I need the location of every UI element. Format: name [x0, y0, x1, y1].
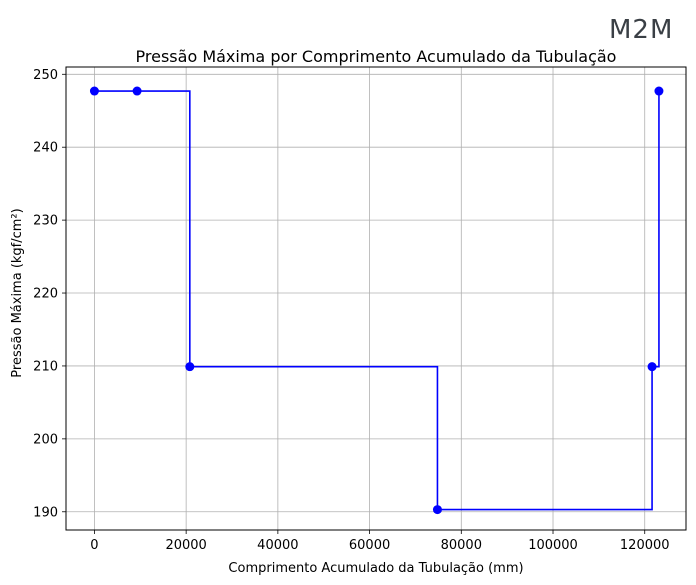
x-tick-label: 100000 — [528, 538, 578, 553]
x-tick-label: 80000 — [441, 538, 482, 553]
y-axis-label: Pressão Máxima (kgf/cm²) — [10, 208, 25, 377]
data-point — [132, 86, 142, 96]
x-tick-label: 60000 — [349, 538, 390, 553]
x-tick-label: 20000 — [165, 538, 206, 553]
x-tick-label: 40000 — [257, 538, 298, 553]
m2m-logo: M2M — [609, 15, 673, 45]
y-tick-label: 190 — [33, 505, 58, 520]
data-point — [185, 362, 195, 372]
y-tick-label: 230 — [33, 214, 58, 229]
data-point — [654, 86, 664, 96]
data-point — [432, 505, 442, 515]
series-layer — [89, 86, 664, 515]
plot-frame — [65, 66, 687, 531]
series-line — [94, 90, 660, 511]
y-tick-label: 240 — [33, 141, 58, 156]
x-axis: 0 20000 40000 60000 80000 100000 120000 — [90, 530, 670, 553]
x-tick-label: 0 — [90, 538, 98, 553]
logo-text: M2M — [609, 15, 673, 45]
chart-title: Pressão Máxima por Comprimento Acumulado… — [136, 47, 617, 66]
data-point — [89, 86, 99, 96]
y-tick-label: 210 — [33, 359, 58, 374]
y-tick-label: 220 — [33, 287, 58, 302]
data-point — [647, 362, 657, 372]
y-axis: 190 200 210 220 230 240 250 — [33, 68, 66, 520]
x-tick-label: 120000 — [620, 538, 670, 553]
grid — [66, 67, 686, 530]
y-tick-label: 250 — [33, 68, 58, 83]
y-tick-label: 200 — [33, 432, 58, 447]
x-axis-label: Comprimento Acumulado da Tubulação (mm) — [228, 561, 523, 576]
